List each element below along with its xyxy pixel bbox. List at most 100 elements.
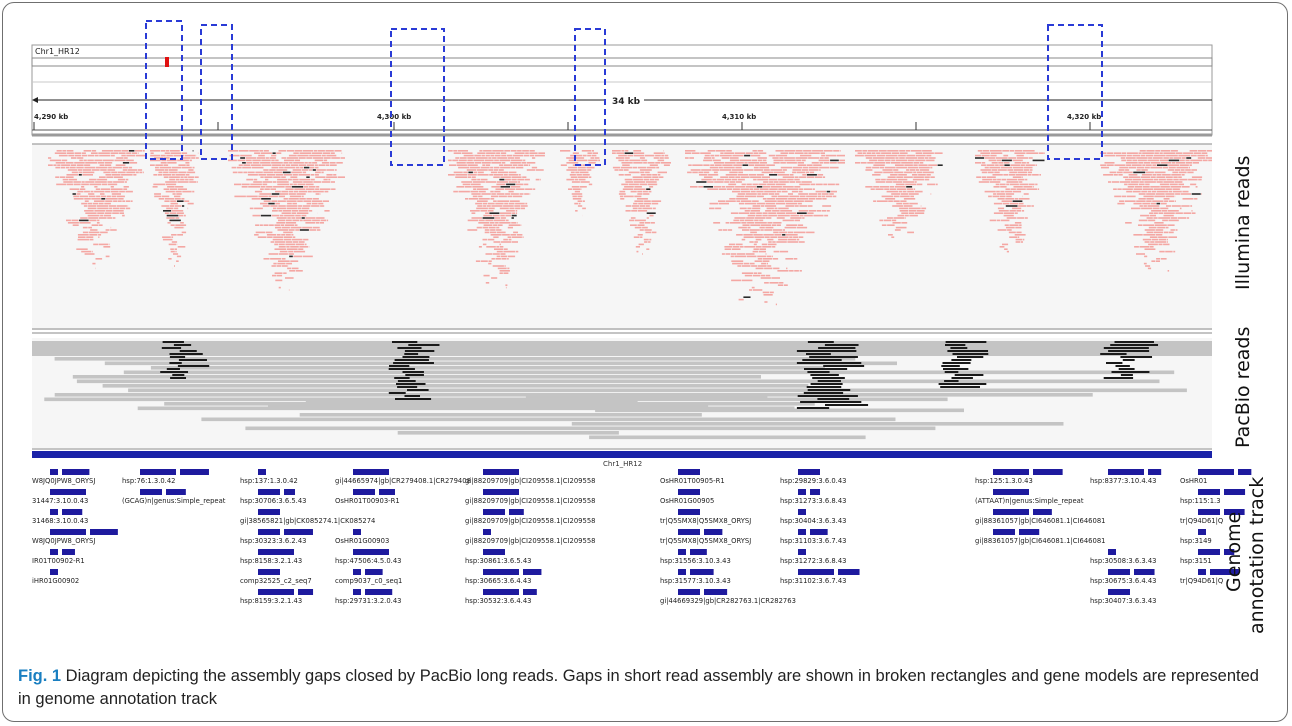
gene-model-block xyxy=(1198,549,1220,555)
gene-feature-label: tr|Q5SMX8|Q5SMX8_ORYSJ xyxy=(660,537,751,545)
gene-feature-label: hsp:115:1.3 xyxy=(1180,497,1221,505)
pacbio-read xyxy=(201,417,896,422)
gene-feature: hsp:31577:3.10.3.43 xyxy=(660,569,731,585)
pacbio-read xyxy=(305,399,638,404)
gene-model-block xyxy=(523,589,537,595)
pacbio-read xyxy=(268,404,709,408)
gene-feature-label: tr|Q94D61|Q xyxy=(1180,517,1223,525)
pacbio-read xyxy=(164,402,815,406)
coordinate-axis: 4,290 kb 4,300 kb 4,310 kb 4,320 kb xyxy=(32,113,1212,137)
coverage-cluster xyxy=(150,150,199,270)
pacbio-read xyxy=(137,406,795,411)
gene-model-block xyxy=(838,569,860,575)
gene-feature-label: hsp:31577:3.10.3.43 xyxy=(660,577,731,585)
gene-model-block xyxy=(180,469,209,475)
gene-model-block xyxy=(50,509,58,515)
current-region-marker xyxy=(165,57,169,67)
gene-feature: hsp:29731:3.2.0.43 xyxy=(335,589,401,605)
caption-text: Diagram depicting the assembly gaps clos… xyxy=(18,667,1259,708)
pacbio-read xyxy=(54,393,1093,397)
gene-feature-label: hsp:8159:3.2.1.43 xyxy=(240,597,302,605)
gene-model-block xyxy=(704,529,723,535)
gene-feature: W8JQ0JPW8_ORYSJ xyxy=(32,529,118,545)
gene-model-block xyxy=(353,549,389,555)
gene-feature-label: hsp:76:1.3.0.42 xyxy=(122,477,176,485)
gene-model-block xyxy=(1224,489,1246,495)
gene-feature: gi|88209709|gb|CI209558.1|CI209558 xyxy=(465,509,595,525)
gene-model-block xyxy=(678,569,686,575)
coverage-cluster xyxy=(685,150,845,306)
gene-model-block xyxy=(678,489,700,495)
pacbio-read xyxy=(123,370,1175,375)
gene-feature: hsp:8377:3.10.4.43 xyxy=(1090,469,1162,485)
gene-model-block xyxy=(483,549,505,555)
illumina-track-label: Illumina reads xyxy=(1232,155,1254,290)
gene-feature: gi|88209709|gb|CI209558.1|CI209558 xyxy=(465,469,595,485)
gene-feature-label: hsp:3149 xyxy=(1180,537,1212,545)
gene-model-block xyxy=(1210,569,1239,575)
pacbio-read xyxy=(525,395,768,399)
gene-model-block xyxy=(258,549,294,555)
gene-model-block xyxy=(810,529,828,535)
gene-feature: hsp:30532:3.6.4.43 xyxy=(465,589,537,605)
gene-feature-label: 31447:3.10.0.43 xyxy=(32,497,88,505)
gene-model-block xyxy=(993,489,1029,495)
gene-feature: hsp:31556:3.10.3.43 xyxy=(660,549,731,565)
gene-feature-label: gi|88209709|gb|CI209558.1|CI209558 xyxy=(465,477,595,485)
coverage-cluster xyxy=(612,150,671,255)
gene-feature: hsp:8158:3.2.1.43 xyxy=(240,549,302,565)
pacbio-read xyxy=(54,357,856,361)
assembly-gap-box xyxy=(390,28,445,166)
gene-feature-label: 31468:3.10.0.43 xyxy=(32,517,88,525)
gene-feature: gi|44665974|gb|CR279408.1|CR279408 xyxy=(335,469,471,485)
gene-model-block xyxy=(365,589,393,595)
pacbio-dense-region xyxy=(388,341,440,400)
assembly-gap-box xyxy=(1047,24,1103,160)
assembly-gap-box xyxy=(200,24,233,160)
gene-feature: hsp:30407:3.6.3.43 xyxy=(1090,589,1156,605)
gene-feature-label: (ATTAAT)n|genus:Simple_repeat xyxy=(975,497,1084,505)
pacbio-read xyxy=(589,435,866,440)
gene-feature-label: hsp:8158:3.2.1.43 xyxy=(240,557,302,565)
gene-model-block xyxy=(50,489,86,495)
gene-feature: hsp:29829:3.6.0.43 xyxy=(780,469,846,485)
gene-model-block xyxy=(1198,469,1234,475)
gene-feature: OsHR01T00903-R1 xyxy=(335,489,400,505)
gene-model-block xyxy=(704,589,728,595)
gene-model-block xyxy=(365,569,383,575)
gene-model-block xyxy=(62,509,83,515)
gene-model-block xyxy=(1198,509,1220,515)
gene-feature: hsp:31273:3.6.8.43 xyxy=(780,489,846,505)
gene-feature-label: gi|88209709|gb|CI209558.1|CI209558 xyxy=(465,517,595,525)
gene-feature-label: (GCAG)n|genus:Simple_repeat xyxy=(122,497,226,505)
gene-feature: iHR01G00902 xyxy=(32,569,79,585)
gene-feature: hsp:30404:3.6.3.43 xyxy=(780,509,846,525)
gene-feature: comp9037_c0_seq1 xyxy=(335,569,402,585)
gene-model-block xyxy=(509,509,524,515)
gene-feature: gi|38565821|gb|CK085274.1|CK085274 xyxy=(240,509,375,525)
gene-feature: W8JQ0JPW8_ORYSJ xyxy=(32,469,95,485)
pacbio-read xyxy=(397,431,619,435)
gene-feature: gi|88361057|gb|CI646081.1|CI646081 xyxy=(975,509,1105,525)
gene-feature: hsp:30323:3.6.2.43 xyxy=(240,529,313,545)
gene-model-block xyxy=(690,569,714,575)
gene-model-block xyxy=(1019,529,1040,535)
gene-model-block xyxy=(798,509,806,515)
pacbio-dense-region xyxy=(160,341,210,379)
gene-feature: tr|Q94D61|Q xyxy=(1180,569,1239,585)
gene-feature: gi|88361057|gb|CI646081.1|CI646081 xyxy=(975,529,1105,545)
gene-model-block xyxy=(140,489,162,495)
pacbio-track-label: PacBio reads xyxy=(1232,326,1254,448)
gene-model-block xyxy=(483,509,505,515)
gene-feature-label: gi|38565821|gb|CK085274.1|CK085274 xyxy=(240,517,375,525)
coord-tick-label: 4,300 kb xyxy=(377,113,411,121)
gene-feature: hsp:31102:3.6.7.43 xyxy=(780,569,860,585)
gene-feature: OsHR01 xyxy=(1180,469,1252,485)
gene-feature: gi|88209709|gb|CI209558.1|CI209558 xyxy=(465,489,595,505)
gene-model-block xyxy=(353,489,375,495)
figure-label: Fig. 1 xyxy=(18,667,62,685)
gene-model-block xyxy=(353,469,389,475)
gene-feature-label: W8JQ0JPW8_ORYSJ xyxy=(32,477,95,485)
gene-model-block xyxy=(483,529,491,535)
gene-feature-label: IR01T00902-R1 xyxy=(32,557,85,565)
